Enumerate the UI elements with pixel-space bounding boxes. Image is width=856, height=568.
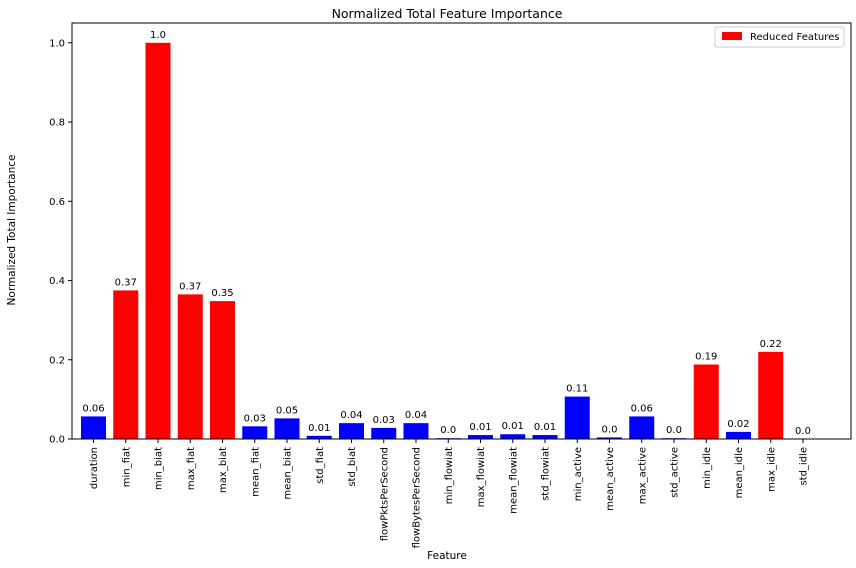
bar-max_idle [758, 351, 784, 439]
bar-min_biat [145, 42, 171, 440]
y-tick-label: 0.8 [49, 118, 65, 129]
bars-group [81, 42, 816, 440]
y-tick-label: 0.2 [49, 355, 65, 366]
legend-box [714, 26, 845, 48]
bar-mean_fiat [242, 426, 268, 439]
x-tick-label-std_biat: std_biat [347, 447, 358, 487]
data-label-min_active: 0.11 [566, 384, 588, 395]
bar-flowPktsPerSecond [371, 427, 397, 439]
legend: Reduced Features [714, 26, 845, 48]
x-tick-label-max_flowiat: max_flowiat [476, 447, 487, 507]
x-tick-label-min_fiat: min_fiat [121, 447, 132, 487]
bar-duration [81, 416, 106, 439]
data-label-min_biat: 1.0 [150, 30, 166, 41]
bar-mean_biat [274, 418, 300, 439]
x-tick-label-max_fiat: max_fiat [186, 447, 197, 490]
plot-area [71, 22, 852, 440]
x-axis-label: Feature [427, 550, 467, 562]
bar-max_active [629, 416, 655, 439]
bar-min_active [564, 396, 590, 439]
x-tick-label-mean_flowiat: mean_flowiat [508, 447, 519, 514]
data-label-mean_idle: 0.02 [727, 419, 749, 430]
x-tick-label-duration: duration [89, 447, 100, 489]
data-label-std_fiat: 0.01 [308, 423, 330, 434]
y-tick-label: 0.6 [49, 197, 65, 208]
data-label-max_flowiat: 0.01 [469, 422, 491, 433]
bar-mean_active [597, 437, 622, 439]
x-tick-label-std_flowiat: std_flowiat [541, 447, 552, 501]
data-label-min_flowiat: 0.0 [440, 425, 456, 436]
y-tick-label: 0.4 [49, 276, 65, 287]
bar-min_idle [693, 364, 719, 439]
bar-max_flowiat [468, 435, 493, 439]
x-tick-label-flowPktsPerSecond: flowPktsPerSecond [379, 447, 390, 541]
chart-title: Normalized Total Feature Importance [332, 6, 563, 21]
x-tick-label-flowBytesPerSecond: flowBytesPerSecond [412, 447, 423, 548]
data-label-max_biat: 0.35 [211, 288, 233, 299]
data-label-min_fiat: 0.37 [115, 277, 137, 288]
x-tick-label-std_active: std_active [670, 447, 681, 498]
legend-label: Reduced Features [750, 32, 840, 43]
data-label-max_fiat: 0.37 [179, 281, 201, 292]
data-label-flowPktsPerSecond: 0.03 [373, 415, 395, 426]
bar-std_biat [339, 423, 364, 439]
data-label-std_active: 0.0 [666, 425, 682, 436]
data-label-flowBytesPerSecond: 0.04 [405, 410, 427, 421]
data-labels-group: 0.06 0.37 1.0 0.37 0.35 0.03 0.05 0.01 0.04 0.03 0… [82, 30, 811, 437]
bar-std_fiat [306, 435, 332, 439]
x-tick-label-min_active: min_active [573, 447, 584, 501]
x-tick-label-min_biat: min_biat [154, 447, 165, 490]
bar-max_biat [210, 301, 235, 439]
bar-min_fiat [113, 290, 139, 439]
data-label-mean_flowiat: 0.01 [502, 421, 524, 432]
x-tick-label-mean_idle: mean_idle [734, 447, 745, 498]
x-axis: duration min_fiat min_biat max_fiat max_biat… [89, 439, 810, 548]
bar-mean_flowiat [500, 434, 526, 439]
data-label-mean_fiat: 0.03 [244, 413, 266, 424]
data-label-min_idle: 0.19 [695, 352, 717, 363]
data-label-max_active: 0.06 [631, 403, 653, 414]
x-tick-label-std_fiat: std_fiat [315, 447, 326, 484]
data-label-duration: 0.06 [82, 403, 104, 414]
bar-std_flowiat [532, 435, 558, 439]
x-tick-label-min_flowiat: min_flowiat [444, 447, 455, 504]
y-axis: 0.0 0.2 0.4 0.6 0.8 1.0 [49, 38, 72, 446]
x-tick-label-min_idle: min_idle [702, 447, 713, 489]
legend-swatch [722, 32, 742, 40]
x-tick-label-max_biat: max_biat [218, 447, 229, 493]
x-tick-label-mean_active: mean_active [605, 447, 616, 511]
bar-mean_idle [726, 431, 751, 439]
bar-flowBytesPerSecond [403, 423, 429, 439]
y-tick-label: 0.0 [49, 435, 65, 446]
y-tick-label: 1.0 [49, 38, 65, 49]
y-axis-label: Normalized Total Importance [6, 155, 18, 306]
data-label-mean_biat: 0.05 [276, 405, 298, 416]
x-tick-label-mean_fiat: mean_fiat [250, 447, 261, 497]
data-label-std_idle: 0.0 [795, 426, 811, 437]
data-label-max_idle: 0.22 [760, 339, 782, 350]
data-label-std_flowiat: 0.01 [534, 422, 556, 433]
data-label-mean_active: 0.0 [602, 424, 618, 435]
x-tick-label-mean_biat: mean_biat [283, 447, 294, 500]
bar-max_fiat [177, 294, 203, 439]
x-tick-label-std_idle: std_idle [799, 447, 810, 486]
x-tick-label-max_idle: max_idle [766, 447, 777, 492]
x-tick-label-max_active: max_active [637, 447, 648, 504]
data-label-std_biat: 0.04 [340, 410, 362, 421]
